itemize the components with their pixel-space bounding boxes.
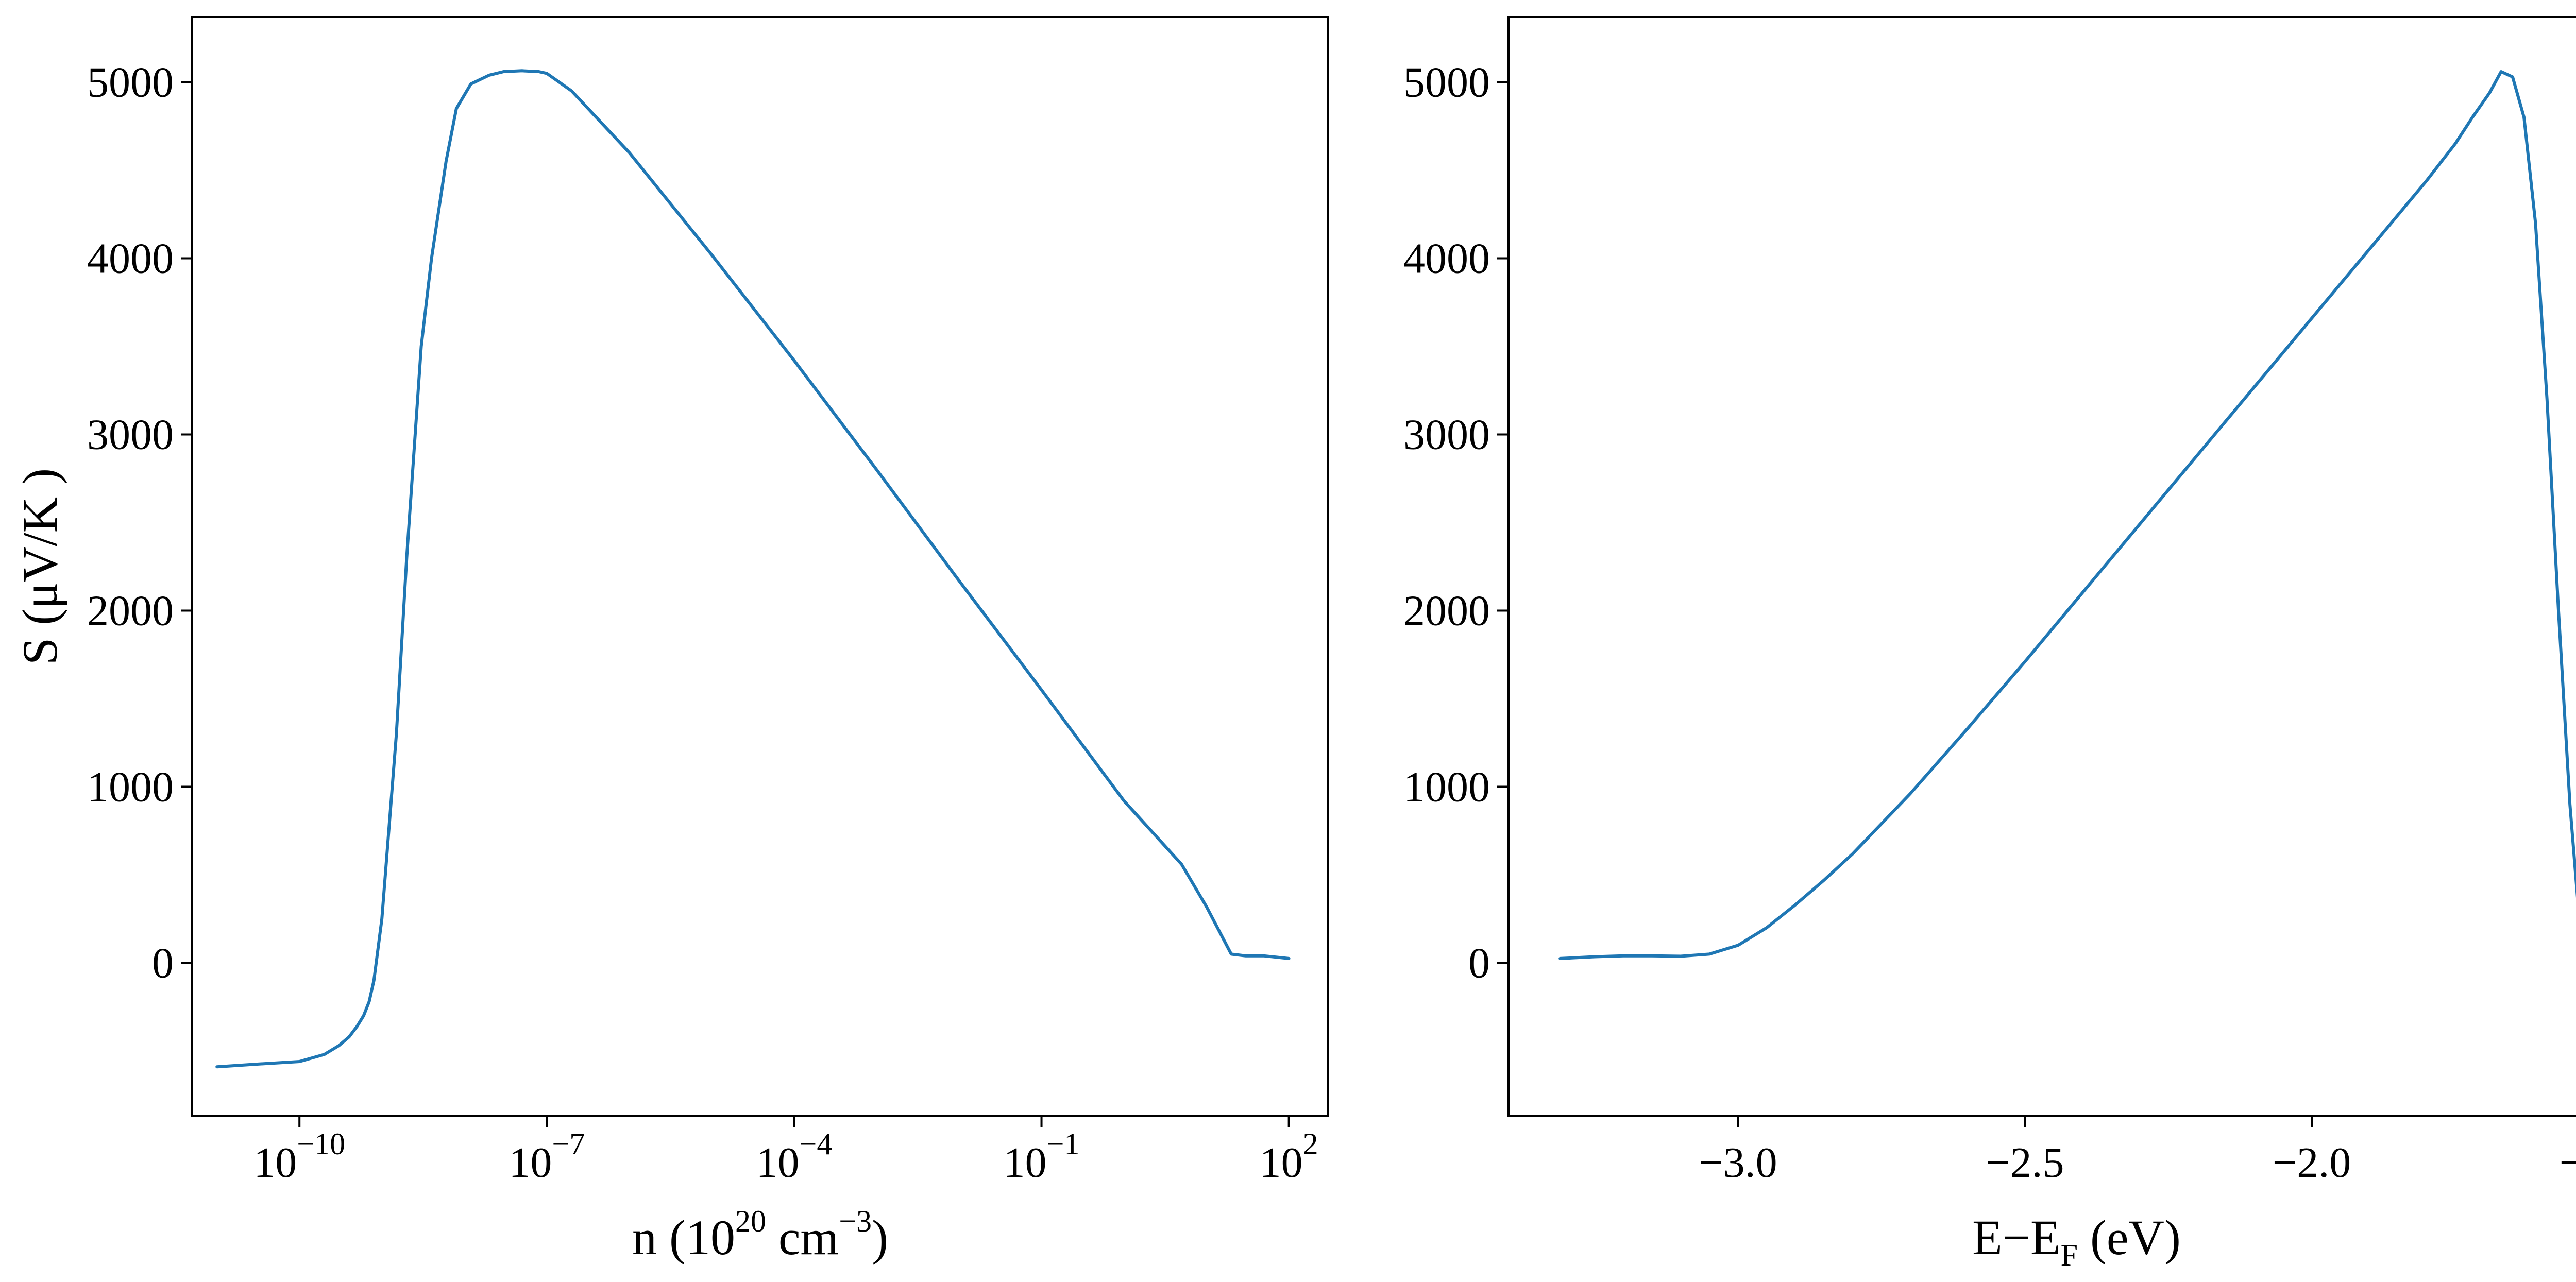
x-axis-label-exponent: 20 [735, 1204, 766, 1238]
x-tick-exponent: −10 [297, 1127, 345, 1161]
x-tick-label: −2.0 [2273, 1139, 2351, 1187]
x-axis-label-part: cm [766, 1210, 839, 1265]
x-axis-label-part: (eV) [2078, 1210, 2181, 1265]
series-line [1558, 70, 2576, 960]
x-tick-label: 10−4 [756, 1127, 833, 1187]
x-tick-label: 10−1 [1004, 1127, 1080, 1187]
x-axis-label-part: E−E [1972, 1210, 2060, 1265]
x-tick-base: 10 [253, 1139, 297, 1187]
y-tick-label: 0 [1468, 939, 1490, 987]
x-tick-exponent: −1 [1047, 1127, 1080, 1161]
x-tick-label: 10−10 [253, 1127, 345, 1187]
x-axis-label-part: n (10 [632, 1210, 735, 1265]
x-tick-exponent: −4 [800, 1127, 833, 1161]
plot-frame [191, 16, 1329, 1117]
y-tick-label: 2000 [1403, 587, 1490, 635]
x-tick-exponent: 2 [1303, 1127, 1318, 1161]
x-tick-label: 10−7 [509, 1127, 585, 1187]
y-tick-label: 1000 [87, 763, 174, 811]
x-axis-label: E−EF (eV) [1972, 1210, 2181, 1272]
x-tick-base: 10 [1004, 1139, 1047, 1187]
x-tick-label: 102 [1260, 1127, 1318, 1187]
x-axis-label-exponent: −3 [839, 1204, 872, 1238]
plot-frame [1507, 16, 2576, 1117]
x-axis-label-subscript: F [2061, 1238, 2078, 1272]
x-tick-exponent: −7 [552, 1127, 585, 1161]
y-tick-label: 5000 [1403, 59, 1490, 107]
x-tick-base: 10 [509, 1139, 552, 1187]
x-tick-label: −1.5 [2560, 1139, 2576, 1187]
y-tick-label: 4000 [1403, 235, 1490, 283]
y-tick-label: 5000 [87, 59, 174, 107]
y-tick-label: 4000 [87, 235, 174, 283]
y-tick-label: 3000 [87, 411, 174, 459]
y-axis-label: S (μV/K ) [12, 468, 67, 665]
x-tick-label: −2.5 [1986, 1139, 2064, 1187]
y-tick-label: 3000 [1403, 411, 1490, 459]
y-tick-label: 2000 [87, 587, 174, 635]
plot-right: 0 1000 2000 3000 4000 5000 −3.0 −2.5 −2.0 −1.5 E−E… [1403, 16, 2576, 1272]
y-tick-label: 0 [152, 939, 174, 987]
x-tick-base: 10 [1260, 1139, 1303, 1187]
x-tick-base: 10 [756, 1139, 800, 1187]
series-line [215, 69, 1291, 1069]
x-tick-label: −3.0 [1699, 1139, 1777, 1187]
y-tick-label: 1000 [1403, 763, 1490, 811]
x-axis-label: n (1020 cm−3) [632, 1204, 888, 1265]
x-axis-label-part: ) [872, 1210, 888, 1265]
